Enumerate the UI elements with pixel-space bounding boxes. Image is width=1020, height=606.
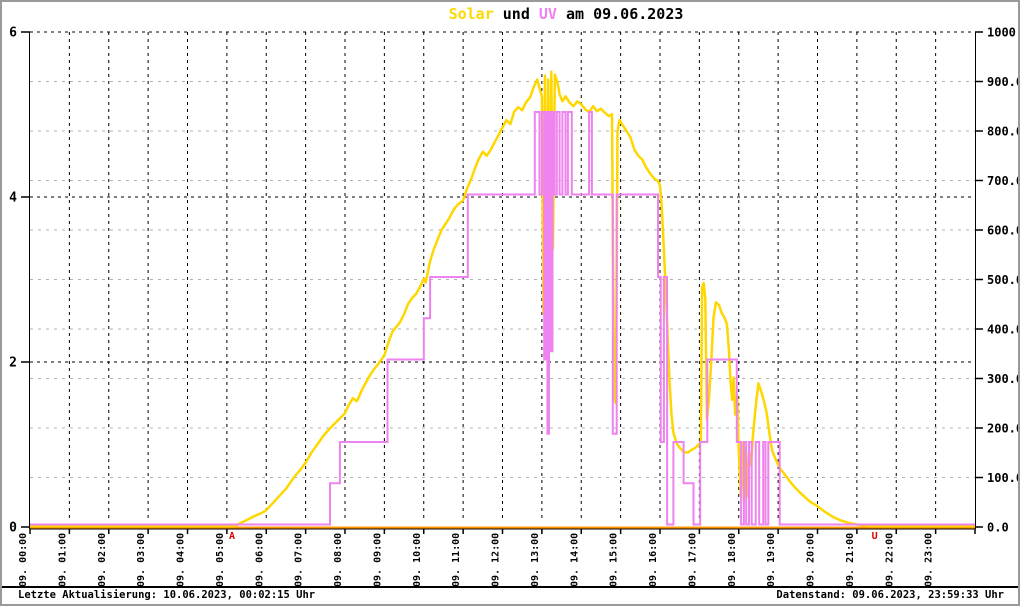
svg-text:09. 15:00: 09. 15:00 [609,533,620,587]
svg-text:09. 17:00: 09. 17:00 [687,533,698,587]
svg-text:4: 4 [9,191,17,206]
svg-text:800.0: 800.0 [987,125,1018,139]
chart-title: Solar und UV am 09.06.2023 [2,5,1018,23]
svg-text:2: 2 [9,356,17,371]
svg-text:09. 13:00: 09. 13:00 [530,533,541,587]
data-state-text: Datenstand: 09.06.2023, 23:59:33 Uhr [776,589,1004,601]
svg-text:09. 10:00: 09. 10:00 [412,533,423,587]
status-bar: Letzte Aktualisierung: 10.06.2023, 00:02… [2,586,1018,604]
title-uv-label: UV [538,5,557,23]
svg-text:09. 03:00: 09. 03:00 [136,533,147,587]
svg-text:09. 23:00: 09. 23:00 [924,533,935,587]
svg-text:400.0: 400.0 [987,323,1018,337]
svg-text:100.0: 100.0 [987,471,1018,485]
svg-text:09. 04:00: 09. 04:00 [176,533,187,587]
svg-text:500.0: 500.0 [987,273,1018,287]
svg-text:A: A [229,531,235,542]
svg-text:0.0: 0.0 [987,521,1009,535]
svg-text:09. 18:00: 09. 18:00 [727,533,738,587]
svg-text:09. 16:00: 09. 16:00 [648,533,659,587]
svg-text:09. 09:00: 09. 09:00 [372,533,383,587]
svg-text:09. 02:00: 09. 02:00 [97,533,108,587]
svg-text:09. 22:00: 09. 22:00 [884,533,895,587]
svg-text:6: 6 [9,26,17,41]
svg-text:09. 08:00: 09. 08:00 [333,533,344,587]
svg-text:09. 01:00: 09. 01:00 [57,533,68,587]
svg-text:09. 19:00: 09. 19:00 [766,533,777,587]
svg-text:200.0: 200.0 [987,422,1018,436]
svg-text:09. 05:00: 09. 05:00 [215,533,226,587]
title-date-text: am 09.06.2023 [556,5,684,23]
svg-text:09. 06:00: 09. 06:00 [254,533,265,587]
svg-text:300.0: 300.0 [987,372,1018,386]
svg-text:09. 07:00: 09. 07:00 [294,533,305,587]
svg-text:09. 21:00: 09. 21:00 [845,533,856,587]
last-update-text: Letzte Aktualisierung: 10.06.2023, 00:02… [18,589,316,601]
solar-uv-chart-canvas: 0 2 4 6 0.0 100.0 200.0 300.0 400.0 500.0 600.0 700… [9,26,1018,588]
svg-text:09. 11:00: 09. 11:00 [451,533,462,587]
svg-text:900.0: 900.0 [987,75,1018,89]
title-solar-label: Solar [448,5,494,23]
svg-text:09. 00:00: 09. 00:00 [18,533,29,587]
svg-text:09. 12:00: 09. 12:00 [491,533,502,587]
svg-text:09. 20:00: 09. 20:00 [806,533,817,587]
svg-text:600.0: 600.0 [987,224,1018,238]
svg-text:U: U [872,531,878,542]
title-und-text: und [493,5,539,23]
svg-text:700.0: 700.0 [987,174,1018,188]
svg-text:1000.0: 1000.0 [987,26,1018,40]
svg-text:0: 0 [9,521,17,536]
svg-text:09. 14:00: 09. 14:00 [569,533,580,587]
